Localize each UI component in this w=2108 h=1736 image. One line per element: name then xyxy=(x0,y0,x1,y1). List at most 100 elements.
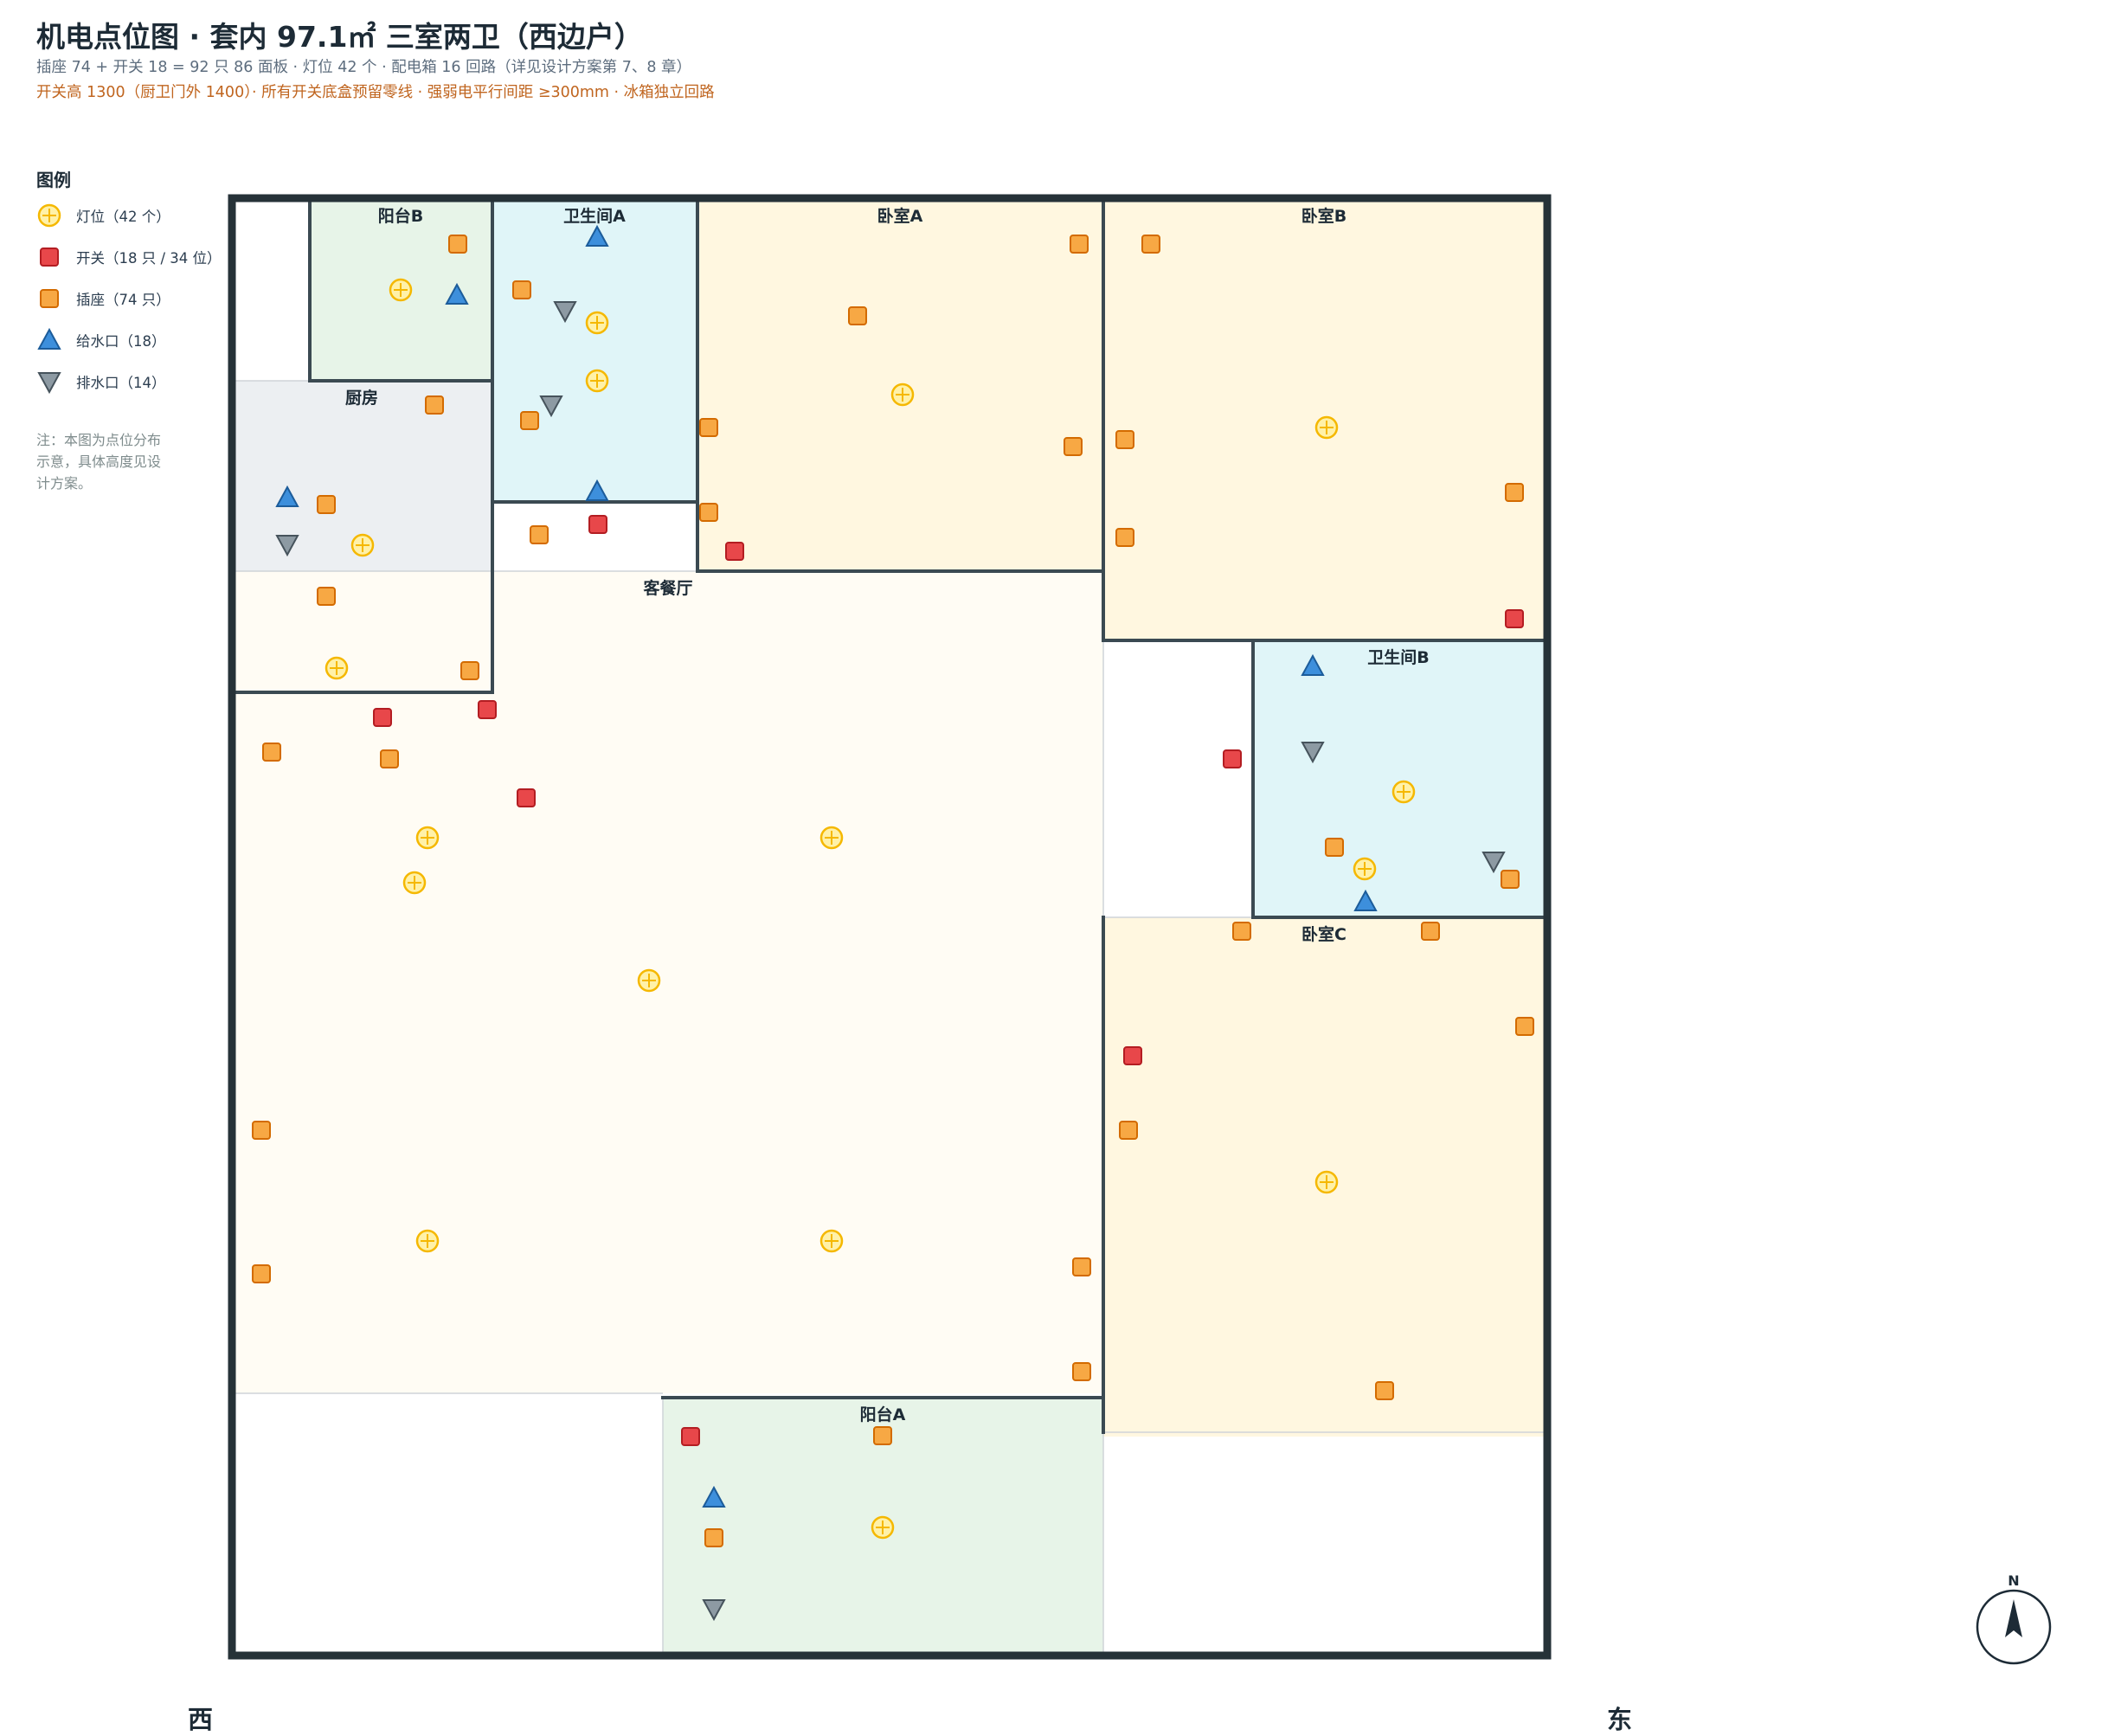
light-marker xyxy=(389,278,413,302)
socket-marker xyxy=(873,1426,892,1445)
switch-icon xyxy=(36,244,62,270)
legend-label: 插座（74 只） xyxy=(76,292,170,308)
kitchen-lower xyxy=(235,571,492,692)
light-icon xyxy=(36,203,62,228)
legend-item-socket: 插座（74 只） xyxy=(36,284,170,313)
legend-label: 开关（18 只 / 34 位） xyxy=(76,250,222,267)
legend-label: 给水口（18） xyxy=(76,333,166,350)
compass-north-label: N xyxy=(2008,1572,2019,1589)
compass: N xyxy=(1976,1572,2052,1665)
switch-marker xyxy=(1505,609,1524,628)
socket-marker xyxy=(317,587,336,606)
room-bath-a xyxy=(492,201,697,502)
socket-marker xyxy=(1505,483,1524,502)
light-marker xyxy=(350,533,375,557)
switch-marker xyxy=(588,515,607,534)
socket-marker xyxy=(252,1121,271,1140)
socket-marker xyxy=(252,1264,271,1283)
light-marker xyxy=(1314,415,1339,440)
socket-marker xyxy=(530,525,549,544)
switch-marker xyxy=(725,542,744,561)
compass-needle-icon xyxy=(2005,1599,2022,1637)
room-label-kitchen: 厨房 xyxy=(345,388,378,408)
light-marker xyxy=(585,311,609,335)
drain-marker xyxy=(539,395,563,418)
drain-marker xyxy=(553,301,577,324)
light-marker xyxy=(819,826,844,850)
socket-marker xyxy=(460,661,479,680)
room-label-balcony-a: 阳台A xyxy=(860,1405,906,1424)
socket-marker xyxy=(448,235,467,254)
light-marker xyxy=(585,369,609,393)
summary-line: 插座 74 + 开关 18 = 92 只 86 面板 · 灯位 42 个 · 配… xyxy=(36,59,692,76)
socket-marker xyxy=(1070,235,1089,254)
legend-item-switch: 开关（18 只 / 34 位） xyxy=(36,242,222,272)
socket-marker xyxy=(262,743,281,762)
socket-marker xyxy=(1501,870,1520,889)
light-marker xyxy=(1314,1170,1339,1194)
room-label-bath-b: 卫生间B xyxy=(1367,647,1429,667)
room-living xyxy=(235,571,1103,1393)
socket-marker xyxy=(520,411,539,430)
socket-marker xyxy=(848,306,867,325)
light-marker xyxy=(871,1515,895,1540)
switch-marker xyxy=(517,788,536,807)
drain-icon xyxy=(36,369,62,395)
water-supply-marker xyxy=(445,282,469,305)
room-label-bedroom-a: 卧室A xyxy=(877,206,923,226)
socket-marker xyxy=(1119,1121,1138,1140)
room-label-bedroom-b: 卧室B xyxy=(1301,206,1346,226)
drain-marker xyxy=(275,535,299,557)
light-marker xyxy=(325,656,349,680)
switch-marker xyxy=(681,1427,700,1446)
socket-marker xyxy=(380,749,399,768)
room-label-bath-a: 卫生间A xyxy=(563,206,626,226)
socket-marker xyxy=(512,280,531,299)
light-marker xyxy=(819,1229,844,1253)
switch-marker xyxy=(1123,1046,1142,1065)
socket-marker xyxy=(1421,922,1440,941)
light-marker xyxy=(1391,780,1416,804)
legend-item-drain: 排水口（14） xyxy=(36,367,166,396)
water-supply-marker xyxy=(585,224,609,247)
water-supply-icon xyxy=(36,327,62,353)
socket-marker xyxy=(1115,528,1134,547)
room-bath-b xyxy=(1253,640,1545,917)
legend-note: 注：本图为点位分布示意，具体高度见设计方案。 xyxy=(36,432,162,492)
light-marker xyxy=(415,1229,440,1253)
socket-marker xyxy=(1072,1257,1091,1276)
socket-marker xyxy=(699,503,718,522)
socket-marker xyxy=(1232,922,1251,941)
legend-label: 排水口（14） xyxy=(76,375,166,391)
legend-label: 灯位（42 个） xyxy=(76,209,170,225)
room-label-bedroom-c: 卧室C xyxy=(1301,924,1346,944)
socket-marker xyxy=(425,395,444,415)
drain-marker xyxy=(1301,742,1325,764)
socket-marker xyxy=(1064,437,1083,456)
room-label-balcony-b: 阳台B xyxy=(378,206,423,226)
light-marker xyxy=(402,871,427,895)
socket-icon xyxy=(36,286,62,312)
drain-marker xyxy=(702,1599,726,1622)
socket-marker xyxy=(1072,1362,1091,1381)
light-marker xyxy=(415,826,440,850)
socket-marker xyxy=(704,1528,723,1547)
socket-marker xyxy=(317,495,336,514)
light-marker xyxy=(1353,857,1377,881)
socket-marker xyxy=(1375,1381,1394,1400)
socket-marker xyxy=(699,418,718,437)
socket-marker xyxy=(1115,430,1134,449)
legend-item-water-supply: 给水口（18） xyxy=(36,325,166,355)
water-supply-marker xyxy=(275,485,299,507)
water-supply-marker xyxy=(702,1485,726,1508)
outer-wall xyxy=(228,194,1552,1660)
light-marker xyxy=(637,968,661,993)
switch-marker xyxy=(478,700,497,719)
requirements-line: 开关高 1300（厨卫门外 1400）· 所有开关底盒预留零线 · 强弱电平行间… xyxy=(36,84,715,101)
water-supply-marker xyxy=(1301,653,1325,676)
drain-marker xyxy=(1481,852,1506,874)
light-marker xyxy=(890,383,915,407)
water-supply-marker xyxy=(585,479,609,501)
legend-item-light: 灯位（42 个） xyxy=(36,201,170,230)
